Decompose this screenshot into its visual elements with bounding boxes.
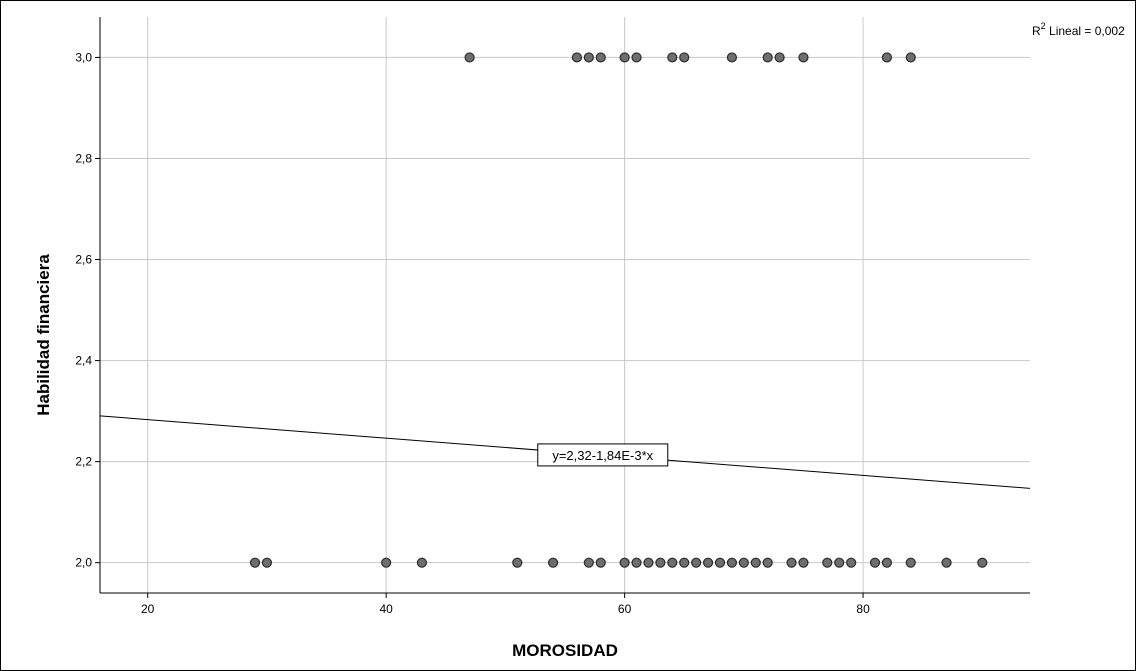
data-point (846, 557, 857, 568)
tick-marks: 20 40 60 80 2,0 2,2 2,4 2,6 2,8 3,0 (75, 50, 870, 616)
y-axis-title: Habilidad financiera (34, 254, 53, 416)
data-point (583, 557, 594, 568)
data-point (798, 557, 809, 568)
data-point (655, 557, 666, 568)
data-point (822, 557, 833, 568)
data-point (416, 557, 428, 568)
axes (99, 17, 1030, 594)
data-point (774, 52, 785, 63)
fit-equation: y=2,32-1,84E-3*x (552, 448, 653, 463)
data-point (905, 557, 916, 568)
data-point (631, 52, 642, 63)
data-point (547, 557, 559, 568)
r2-prefix: R (1032, 24, 1041, 38)
data-point (595, 52, 606, 63)
data-point (261, 557, 273, 568)
data-point (667, 52, 678, 63)
data-point (726, 52, 738, 63)
data-point (631, 557, 642, 568)
data-point (905, 52, 916, 63)
data-point (679, 52, 690, 63)
data-point (619, 52, 630, 63)
data-point (667, 557, 678, 568)
data-point (595, 557, 606, 568)
data-point (714, 557, 726, 568)
data-point (619, 557, 630, 568)
x-tick-label: 40 (379, 602, 393, 616)
data-point (881, 52, 893, 63)
data-point (869, 557, 881, 568)
data-point (583, 52, 594, 63)
data-point (464, 52, 475, 63)
x-tick-label: 60 (618, 602, 632, 616)
data-point (571, 52, 583, 63)
data-point (691, 557, 702, 568)
data-point (798, 52, 809, 63)
data-point (738, 557, 749, 568)
data-point (726, 557, 738, 568)
data-point (381, 557, 392, 568)
data-point (679, 557, 690, 568)
y-tick-label: 3,0 (75, 50, 92, 64)
grid-lines (100, 17, 1030, 593)
data-point (750, 557, 761, 568)
data-points (249, 52, 988, 568)
data-point (786, 557, 797, 568)
y-tick-label: 2,0 (75, 556, 92, 570)
data-point (762, 557, 773, 568)
y-tick-label: 2,6 (75, 253, 92, 267)
r2-superscript: 2 (1041, 21, 1046, 31)
data-point (512, 557, 523, 568)
data-point (941, 557, 952, 568)
x-tick-label: 80 (856, 602, 870, 616)
x-axis-title: MOROSIDAD (512, 641, 618, 660)
y-tick-label: 2,2 (75, 455, 92, 469)
data-point (834, 557, 845, 568)
equation-label-group: y=2,32-1,84E-3*x (537, 443, 669, 467)
data-point (249, 557, 261, 568)
data-point (881, 557, 893, 568)
r2-annotation: R2 Lineal = 0,002 (1032, 21, 1125, 38)
y-tick-label: 2,4 (75, 354, 92, 368)
x-tick-label: 20 (141, 602, 155, 616)
data-point (702, 557, 714, 568)
equation-box (537, 443, 669, 467)
y-tick-label: 2,8 (75, 151, 92, 165)
data-point (762, 52, 773, 63)
data-point (977, 557, 988, 568)
data-point (643, 557, 654, 568)
r2-value: Lineal = 0,002 (1046, 24, 1125, 38)
